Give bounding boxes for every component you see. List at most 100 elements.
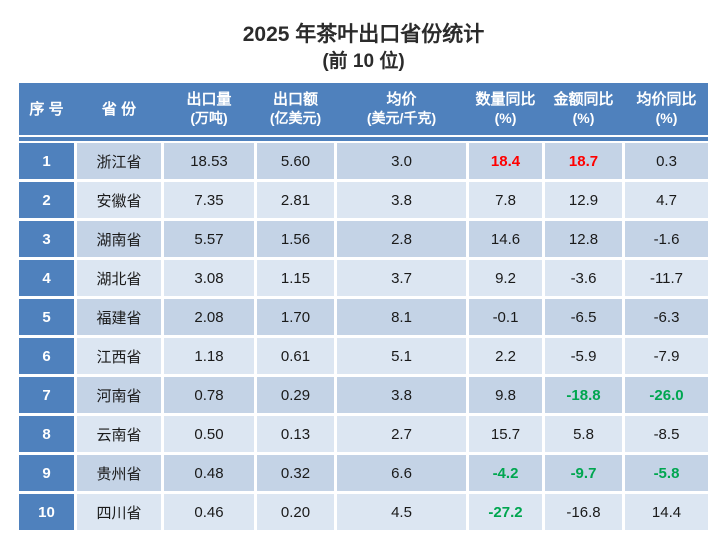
- table-row: 3 湖南省 5.57 1.56 2.8 14.6 12.8 -1.6: [19, 221, 708, 257]
- value-cell: -4.2: [469, 455, 542, 491]
- value-cell: 12.9: [545, 182, 622, 218]
- value-cell: -18.8: [545, 377, 622, 413]
- value-cell: 2.08: [164, 299, 254, 335]
- value-cell: 0.46: [164, 494, 254, 530]
- value-cell: -5.9: [545, 338, 622, 374]
- value-cell: 7.8: [469, 182, 542, 218]
- value-cell: 5.8: [545, 416, 622, 452]
- header-unit: (%): [655, 110, 678, 126]
- value-cell: 1.18: [164, 338, 254, 374]
- value-cell: 3.7: [337, 260, 466, 296]
- header-divider-rule: [19, 137, 708, 141]
- value-cell: -26.0: [625, 377, 708, 413]
- table-row: 1 浙江省 18.53 5.60 3.0 18.4 18.7 0.3: [19, 143, 708, 179]
- value-cell: 0.29: [257, 377, 334, 413]
- header-unit: (%): [494, 110, 517, 126]
- header-label: 数量同比: [475, 91, 536, 108]
- header-label: 序 号: [29, 100, 64, 118]
- value-cell: 14.4: [625, 494, 708, 530]
- value-cell: -7.9: [625, 338, 708, 374]
- header-unit: (美元/千克): [366, 110, 437, 126]
- rank-cell: 8: [19, 416, 74, 452]
- header-unit: (亿美元): [269, 110, 322, 126]
- value-cell: -1.6: [625, 221, 708, 257]
- province-cell: 浙江省: [77, 143, 161, 179]
- value-cell: 4.7: [625, 182, 708, 218]
- rank-cell: 10: [19, 494, 74, 530]
- header-amount-yoy: 金额同比 (%): [545, 83, 622, 135]
- header-quantity-yoy: 数量同比 (%): [469, 83, 542, 135]
- value-cell: 0.32: [257, 455, 334, 491]
- rank-cell: 6: [19, 338, 74, 374]
- province-cell: 福建省: [77, 299, 161, 335]
- table-row: 2 安徽省 7.35 2.81 3.8 7.8 12.9 4.7: [19, 182, 708, 218]
- value-cell: 0.50: [164, 416, 254, 452]
- province-cell: 湖北省: [77, 260, 161, 296]
- table-row: 4 湖北省 3.08 1.15 3.7 9.2 -3.6 -11.7: [19, 260, 708, 296]
- rank-cell: 2: [19, 182, 74, 218]
- value-cell: -6.5: [545, 299, 622, 335]
- value-cell: -16.8: [545, 494, 622, 530]
- value-cell: 0.78: [164, 377, 254, 413]
- header-unit: (%): [572, 110, 595, 126]
- rank-cell: 7: [19, 377, 74, 413]
- table-row: 6 江西省 1.18 0.61 5.1 2.2 -5.9 -7.9: [19, 338, 708, 374]
- value-cell: 1.56: [257, 221, 334, 257]
- province-cell: 安徽省: [77, 182, 161, 218]
- table-row: 7 河南省 0.78 0.29 3.8 9.8 -18.8 -26.0: [19, 377, 708, 413]
- table-row: 5 福建省 2.08 1.70 8.1 -0.1 -6.5 -6.3: [19, 299, 708, 335]
- table-body: 1 浙江省 18.53 5.60 3.0 18.4 18.7 0.3 2 安徽省 7.35 2.81 3…: [19, 143, 708, 530]
- province-cell: 四川省: [77, 494, 161, 530]
- value-cell: 0.3: [625, 143, 708, 179]
- value-cell: 9.8: [469, 377, 542, 413]
- value-cell: 12.8: [545, 221, 622, 257]
- value-cell: -11.7: [625, 260, 708, 296]
- table-header-row: 序 号 省 份 出口量 (万吨) 出口额 (亿美元) 均价 (美元/千克) 数量…: [19, 83, 708, 135]
- value-cell: 18.7: [545, 143, 622, 179]
- value-cell: 18.53: [164, 143, 254, 179]
- value-cell: 0.61: [257, 338, 334, 374]
- value-cell: 9.2: [469, 260, 542, 296]
- value-cell: 1.70: [257, 299, 334, 335]
- value-cell: -3.6: [545, 260, 622, 296]
- rank-cell: 3: [19, 221, 74, 257]
- value-cell: -6.3: [625, 299, 708, 335]
- header-price-yoy: 均价同比 (%): [625, 83, 708, 135]
- value-cell: 6.6: [337, 455, 466, 491]
- table-row: 8 云南省 0.50 0.13 2.7 15.7 5.8 -8.5: [19, 416, 708, 452]
- value-cell: 3.0: [337, 143, 466, 179]
- header-label: 出口量: [186, 91, 232, 108]
- value-cell: 0.13: [257, 416, 334, 452]
- province-cell: 贵州省: [77, 455, 161, 491]
- rank-cell: 1: [19, 143, 74, 179]
- value-cell: 2.81: [257, 182, 334, 218]
- value-cell: 0.48: [164, 455, 254, 491]
- table-row: 9 贵州省 0.48 0.32 6.6 -4.2 -9.7 -5.8: [19, 455, 708, 491]
- header-label: 金额同比: [553, 91, 614, 108]
- rank-cell: 9: [19, 455, 74, 491]
- value-cell: 2.7: [337, 416, 466, 452]
- value-cell: 2.2: [469, 338, 542, 374]
- value-cell: 3.8: [337, 377, 466, 413]
- value-cell: -8.5: [625, 416, 708, 452]
- value-cell: 1.15: [257, 260, 334, 296]
- tea-export-table: 序 号 省 份 出口量 (万吨) 出口额 (亿美元) 均价 (美元/千克) 数量…: [19, 83, 708, 530]
- title-main: 2025 年茶叶出口省份统计: [242, 23, 485, 46]
- value-cell: -5.8: [625, 455, 708, 491]
- value-cell: 4.5: [337, 494, 466, 530]
- value-cell: 0.20: [257, 494, 334, 530]
- value-cell: 8.1: [337, 299, 466, 335]
- value-cell: 15.7: [469, 416, 542, 452]
- province-cell: 云南省: [77, 416, 161, 452]
- header-label: 省 份: [101, 100, 137, 118]
- province-cell: 湖南省: [77, 221, 161, 257]
- province-cell: 河南省: [77, 377, 161, 413]
- value-cell: 5.60: [257, 143, 334, 179]
- value-cell: 14.6: [469, 221, 542, 257]
- header-rank: 序 号: [19, 83, 74, 135]
- value-cell: -0.1: [469, 299, 542, 335]
- title-subtitle: (前 10 位): [322, 51, 405, 72]
- value-cell: 5.1: [337, 338, 466, 374]
- value-cell: 3.8: [337, 182, 466, 218]
